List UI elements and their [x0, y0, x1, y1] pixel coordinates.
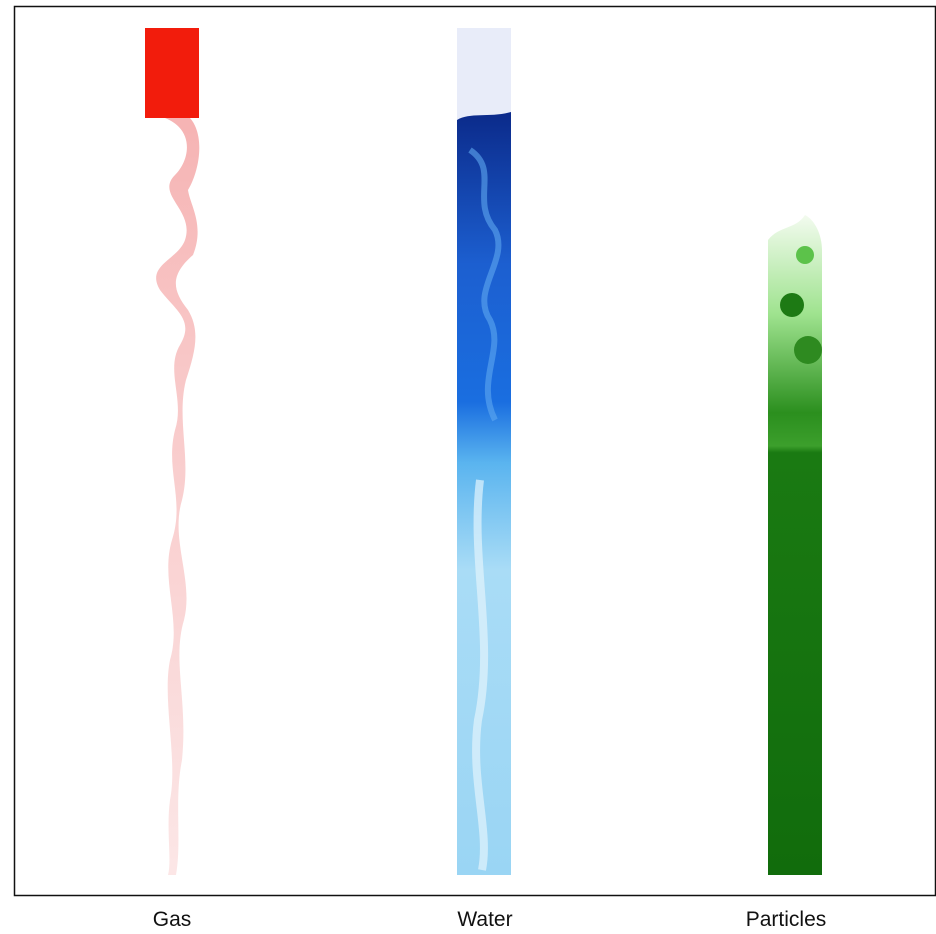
figure: Gas Water Particles [0, 0, 936, 934]
particles-vortex [780, 293, 804, 317]
panel-label: Particles [746, 908, 827, 931]
particles-vortex [794, 336, 822, 364]
page: Gas Water Particles (() => { const data … [0, 0, 936, 934]
gas-source [145, 28, 199, 118]
panel-label: Water [457, 908, 512, 931]
gas-plume [156, 118, 199, 875]
water-column [457, 112, 511, 875]
panel-label: Gas [153, 908, 192, 931]
particles-vortex [796, 246, 814, 264]
